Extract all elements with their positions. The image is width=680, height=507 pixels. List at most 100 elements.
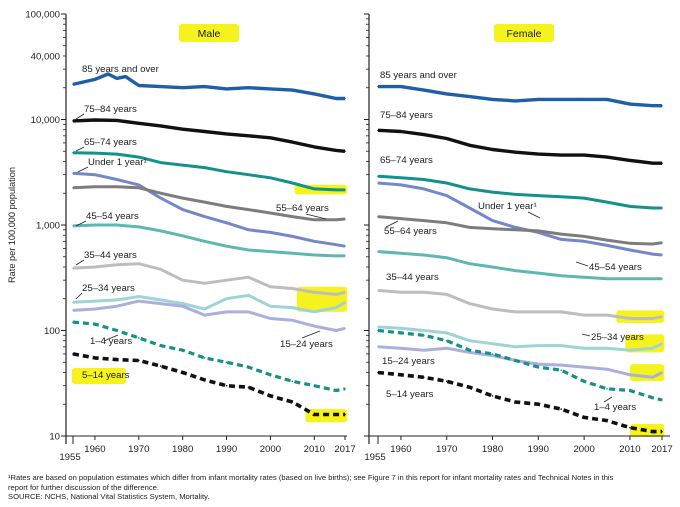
data-point [116, 119, 118, 122]
data-point [72, 172, 74, 174]
label-highlight-5-14 [72, 368, 126, 384]
data-point [225, 361, 228, 364]
data-point [560, 369, 563, 372]
data-point [491, 308, 494, 310]
data-point [344, 218, 346, 220]
data-point [537, 403, 540, 406]
data-point [606, 156, 608, 158]
data-point [291, 319, 294, 322]
data-point [313, 219, 316, 221]
data-point [661, 104, 663, 107]
data-point [537, 194, 540, 197]
data-point [94, 357, 96, 359]
data-point [377, 289, 379, 292]
data-point [514, 193, 517, 196]
data-point [269, 250, 272, 253]
data-point [291, 235, 294, 238]
data-point [583, 98, 585, 101]
data-point [468, 302, 471, 305]
data-point [537, 344, 540, 347]
series-line-65-74 [72, 151, 345, 192]
data-point [400, 332, 402, 334]
data-point [606, 388, 608, 390]
data-point [583, 366, 585, 368]
data-point [335, 149, 338, 152]
data-point [72, 225, 74, 227]
data-point [606, 201, 608, 203]
series-label: 1–4 years [594, 402, 636, 413]
label-leader-line [305, 213, 327, 220]
data-point [629, 349, 631, 352]
data-point [72, 353, 74, 355]
data-point [269, 305, 272, 307]
data-point [181, 197, 184, 199]
data-point [291, 380, 294, 383]
data-point [225, 311, 228, 313]
series-label: 85 years and over [82, 64, 160, 75]
data-point [72, 120, 74, 122]
data-point [159, 344, 162, 347]
data-point [560, 238, 563, 241]
data-point [583, 154, 585, 156]
data-point [652, 277, 654, 280]
data-point [313, 146, 316, 148]
data-point [313, 384, 316, 387]
data-point [400, 252, 402, 255]
data-point [423, 89, 425, 91]
data-point [72, 321, 74, 323]
label-leader-line [581, 333, 591, 337]
label-leader-line [603, 396, 613, 403]
data-point [491, 353, 494, 355]
data-point [181, 279, 184, 281]
data-point [629, 389, 631, 392]
x-tick-label: 1970 [436, 444, 457, 455]
data-point [138, 337, 140, 339]
data-point [377, 129, 379, 132]
data-point [537, 153, 540, 155]
data-point [94, 152, 96, 154]
data-point [203, 379, 206, 381]
data-point [377, 85, 379, 88]
data-point [94, 300, 96, 302]
data-point [247, 208, 250, 211]
label-leader-line [75, 146, 85, 152]
data-point [203, 308, 206, 310]
data-point [313, 325, 316, 327]
data-point [138, 300, 140, 302]
data-point [606, 244, 608, 247]
data-point [445, 221, 448, 224]
data-point [291, 287, 294, 290]
data-point [606, 277, 608, 280]
data-point [468, 144, 471, 147]
data-point [116, 224, 118, 226]
data-point [159, 268, 162, 271]
label-leader-line [75, 259, 85, 266]
data-point [468, 349, 471, 352]
data-point [159, 125, 162, 127]
data-point [225, 297, 228, 300]
data-point [159, 161, 162, 164]
data-point [116, 77, 118, 80]
data-point [159, 192, 162, 195]
data-point [606, 347, 608, 349]
data-point [537, 272, 540, 274]
y-tick-label: 10 [49, 432, 60, 443]
data-point [400, 177, 402, 179]
data-point [629, 242, 631, 245]
data-point [445, 194, 448, 197]
data-point [652, 347, 654, 349]
data-point [377, 326, 379, 328]
data-point [181, 235, 184, 237]
data-point [203, 85, 206, 88]
data-point [377, 371, 379, 374]
data-point [652, 162, 654, 165]
data-point [225, 384, 228, 387]
x-tick-label: 1955 [59, 452, 80, 463]
data-point [159, 230, 162, 232]
data-point [247, 229, 250, 231]
data-point [468, 95, 471, 98]
panel-title-highlight [494, 24, 554, 42]
data-point [423, 329, 425, 332]
data-point [629, 103, 631, 105]
data-point [377, 182, 379, 184]
